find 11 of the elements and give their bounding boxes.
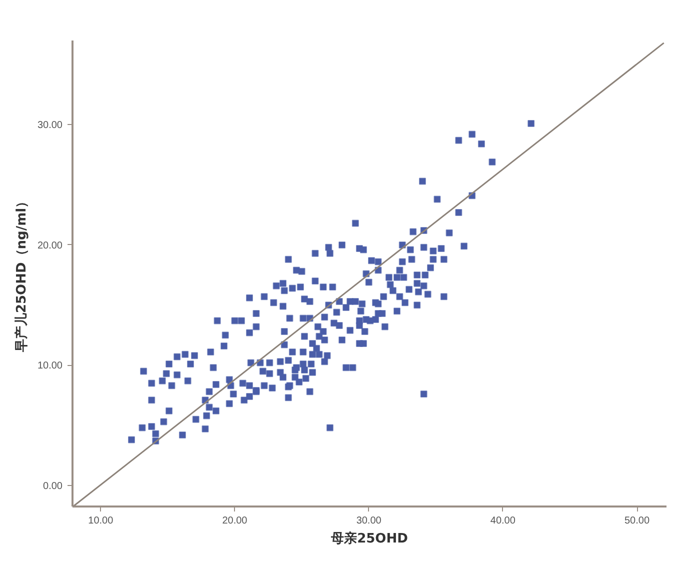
y-tick-label: 30.00: [37, 120, 63, 132]
y-tick-label: 20.00: [37, 240, 63, 252]
x-axis-title: 母亲25OHD: [330, 530, 408, 546]
y-tick-label: 0.00: [43, 480, 63, 492]
y-axis-title: 早产儿25OHD（ng/ml）: [13, 194, 30, 354]
x-tick-label: 30.00: [356, 516, 382, 526]
y-tick-label: 10.00: [37, 360, 63, 372]
x-tick-label: 40.00: [490, 516, 516, 526]
x-tick-label: 10.00: [88, 516, 114, 526]
x-tick-label: 50.00: [624, 516, 650, 526]
x-tick-label: 20.00: [222, 516, 248, 526]
